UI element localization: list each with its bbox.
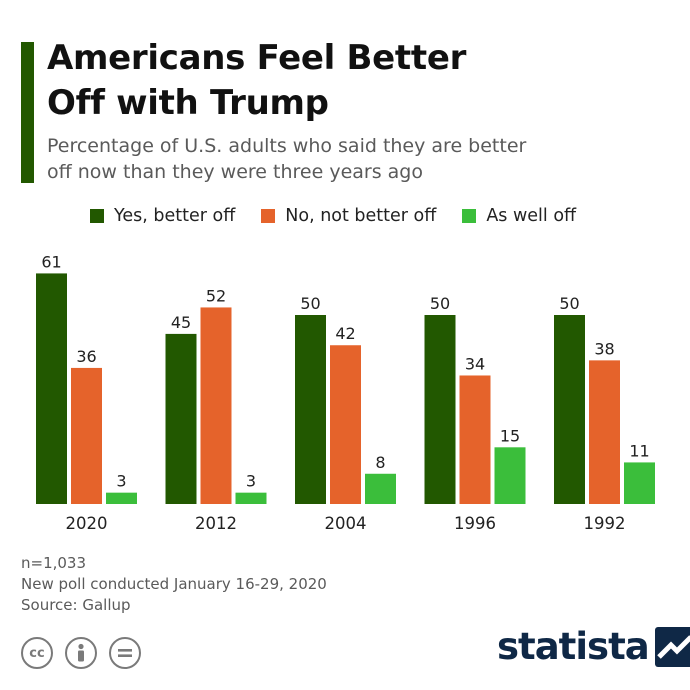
bar-no-1996 — [459, 375, 491, 504]
source-note: Source: Gallup — [21, 596, 131, 614]
statista-logo-icon — [654, 626, 690, 667]
data-label-yes-2012: 45 — [171, 313, 191, 332]
legend-item-no: No, not better off — [261, 206, 436, 226]
bar-yes-2012 — [165, 333, 197, 504]
legend-item-as-well: As well off — [462, 206, 576, 226]
legend-swatch-as-well — [462, 209, 477, 223]
legend-item-yes: Yes, better off — [90, 206, 235, 226]
brand-name: statista — [497, 625, 650, 668]
legend-swatch-yes — [90, 209, 104, 223]
data-label-no-1992: 38 — [594, 339, 614, 358]
x-tick-label-2012: 2012 — [195, 514, 237, 533]
chart-title: Americans Feel Better Off with Trump — [47, 38, 467, 123]
data-label-as-well-1992: 11 — [629, 441, 649, 460]
data-label-no-2012: 52 — [206, 286, 226, 305]
x-tick-label-2004: 2004 — [325, 514, 367, 533]
license-icons: cc — [21, 637, 153, 669]
bar-as-well-2020 — [106, 492, 137, 504]
title-accent-bar — [21, 42, 34, 183]
attribution-icon[interactable] — [65, 637, 97, 669]
bar-no-1992 — [589, 360, 620, 504]
bar-yes-2004 — [295, 315, 326, 504]
data-label-no-2020: 36 — [76, 347, 96, 366]
bar-no-2012 — [200, 307, 232, 504]
poll-date-note: New poll conducted January 16-29, 2020 — [21, 575, 327, 593]
legend-swatch-no — [261, 209, 276, 223]
bar-as-well-1996 — [494, 447, 526, 504]
data-label-as-well-2020: 3 — [116, 472, 126, 491]
cc-icon[interactable]: cc — [21, 637, 53, 669]
chart-subtitle: Percentage of U.S. adults who said they … — [47, 135, 527, 183]
data-label-yes-2004: 50 — [300, 294, 320, 313]
legend: Yes, better off No, not better off As we… — [90, 204, 602, 228]
data-label-yes-1996: 50 — [430, 294, 450, 313]
bar-chart: 61 36 3 2020 45 52 3 2012 50 42 8 2004 50 34 15 1996 50 3… — [36, 252, 655, 533]
data-label-as-well-2004: 8 — [375, 453, 385, 472]
data-label-yes-2020: 61 — [41, 252, 61, 271]
data-label-as-well-2012: 3 — [246, 472, 256, 491]
bar-no-2004 — [330, 345, 361, 504]
x-tick-label-1996: 1996 — [454, 514, 496, 533]
data-label-yes-1992: 50 — [559, 294, 579, 313]
bar-as-well-2012 — [235, 492, 267, 504]
no-derivatives-icon[interactable] — [109, 637, 141, 669]
sample-size-note: n=1,033 — [21, 554, 87, 572]
footer-notes: n=1,033 New poll conducted January 16-29… — [21, 553, 327, 616]
statista-logo[interactable]: statista — [497, 625, 690, 668]
bar-yes-1996 — [424, 315, 456, 504]
x-tick-label-1992: 1992 — [584, 514, 626, 533]
data-label-no-1996: 34 — [465, 354, 485, 373]
bar-no-2020 — [71, 367, 102, 504]
legend-label-as-well: As well off — [486, 206, 577, 226]
data-label-as-well-1996: 15 — [500, 426, 520, 445]
data-label-no-2004: 42 — [335, 324, 355, 343]
bar-as-well-1992 — [624, 462, 655, 504]
bar-yes-1992 — [554, 315, 585, 504]
legend-label-yes: Yes, better off — [114, 206, 236, 226]
legend-label-no: No, not better off — [285, 206, 437, 226]
bar-yes-2020 — [36, 273, 67, 504]
x-tick-label-2020: 2020 — [66, 514, 108, 533]
bar-as-well-2004 — [365, 473, 396, 504]
